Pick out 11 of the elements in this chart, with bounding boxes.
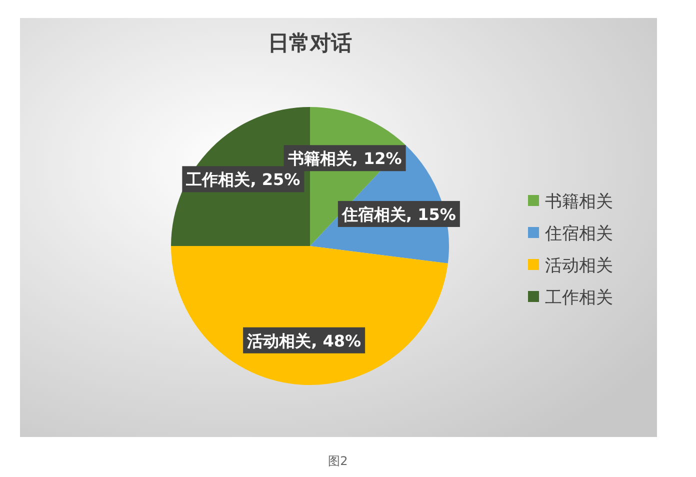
pie-slice: [171, 246, 448, 385]
data-label: 活动相关, 48%: [246, 331, 362, 350]
legend-label: 工作相关: [545, 288, 613, 308]
data-label: 工作相关, 25%: [185, 170, 300, 190]
data-label: 书籍相关, 12%: [286, 149, 402, 168]
legend-label: 活动相关: [545, 256, 613, 276]
data-label: 住宿相关, 15%: [340, 204, 456, 224]
caption: 图2: [328, 454, 348, 468]
legend-label: 书籍相关: [545, 192, 613, 212]
legend-label: 住宿相关: [544, 224, 613, 244]
chart-title: 日常对话: [268, 31, 352, 55]
